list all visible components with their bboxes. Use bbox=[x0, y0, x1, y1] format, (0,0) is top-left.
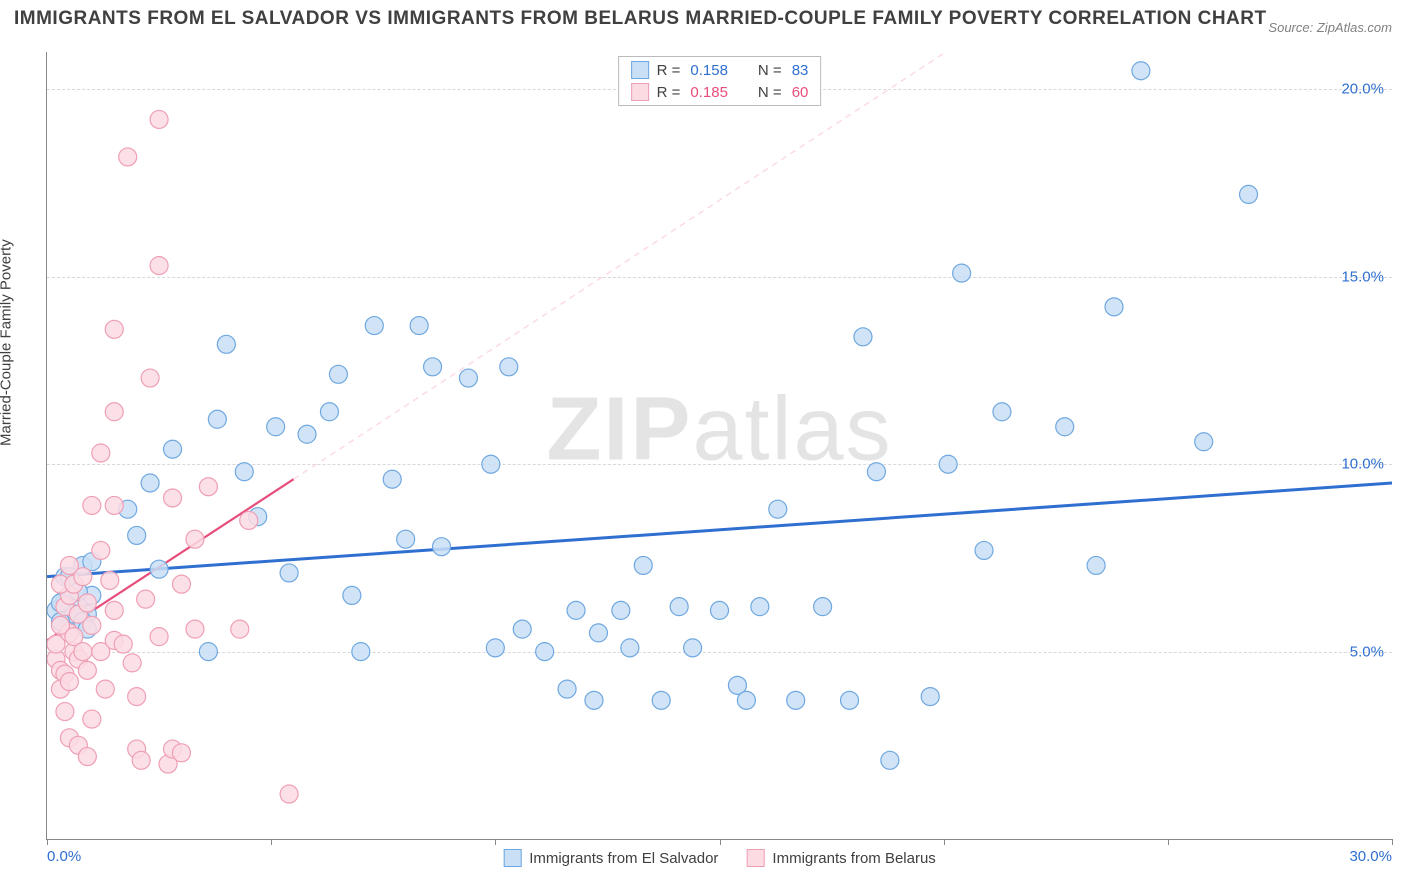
series-legend-item: Immigrants from El Salvador bbox=[503, 849, 718, 867]
source-attribution: Source: ZipAtlas.com bbox=[1268, 20, 1392, 35]
legend-swatch bbox=[631, 61, 649, 79]
series-legend-item: Immigrants from Belarus bbox=[746, 849, 935, 867]
gridline bbox=[47, 464, 1392, 465]
x-tick-mark bbox=[495, 839, 496, 845]
n-label: N = bbox=[758, 84, 782, 101]
plot-area: ZIPatlas 5.0%10.0%15.0%20.0%0.0%30.0% R … bbox=[46, 52, 1392, 840]
x-tick-mark bbox=[1392, 839, 1393, 845]
x-tick-mark bbox=[47, 839, 48, 845]
x-tick-mark bbox=[1168, 839, 1169, 845]
gridline bbox=[47, 277, 1392, 278]
n-value: 60 bbox=[792, 84, 809, 101]
correlation-legend: R = 0.158 N = 83 R = 0.185 N = 60 bbox=[618, 56, 822, 106]
n-label: N = bbox=[758, 62, 782, 79]
source-value: ZipAtlas.com bbox=[1317, 20, 1392, 35]
y-axis-label: Married-Couple Family Poverty bbox=[0, 239, 15, 446]
y-tick-label: 20.0% bbox=[1341, 81, 1384, 98]
legend-swatch bbox=[503, 849, 521, 867]
x-tick-mark bbox=[271, 839, 272, 845]
scatter-overlay bbox=[47, 52, 1392, 839]
source-label: Source: bbox=[1268, 20, 1313, 35]
legend-swatch bbox=[631, 83, 649, 101]
x-tick-mark bbox=[944, 839, 945, 845]
correlation-legend-row: R = 0.185 N = 60 bbox=[619, 81, 821, 103]
series-legend: Immigrants from El Salvador Immigrants fr… bbox=[503, 849, 936, 867]
series-label: Immigrants from Belarus bbox=[772, 850, 935, 867]
r-value: 0.185 bbox=[690, 84, 728, 101]
y-tick-label: 10.0% bbox=[1341, 456, 1384, 473]
r-label: R = bbox=[657, 84, 681, 101]
gridline bbox=[47, 652, 1392, 653]
r-label: R = bbox=[657, 62, 681, 79]
x-tick-label: 0.0% bbox=[47, 848, 81, 865]
y-tick-label: 5.0% bbox=[1350, 643, 1384, 660]
r-value: 0.158 bbox=[690, 62, 728, 79]
y-tick-label: 15.0% bbox=[1341, 268, 1384, 285]
correlation-legend-row: R = 0.158 N = 83 bbox=[619, 59, 821, 81]
x-tick-mark bbox=[720, 839, 721, 845]
series-label: Immigrants from El Salvador bbox=[529, 850, 718, 867]
legend-swatch bbox=[746, 849, 764, 867]
chart-title: IMMIGRANTS FROM EL SALVADOR VS IMMIGRANT… bbox=[14, 8, 1267, 30]
watermark: ZIPatlas bbox=[546, 378, 892, 481]
n-value: 83 bbox=[792, 62, 809, 79]
x-tick-label: 30.0% bbox=[1349, 848, 1392, 865]
